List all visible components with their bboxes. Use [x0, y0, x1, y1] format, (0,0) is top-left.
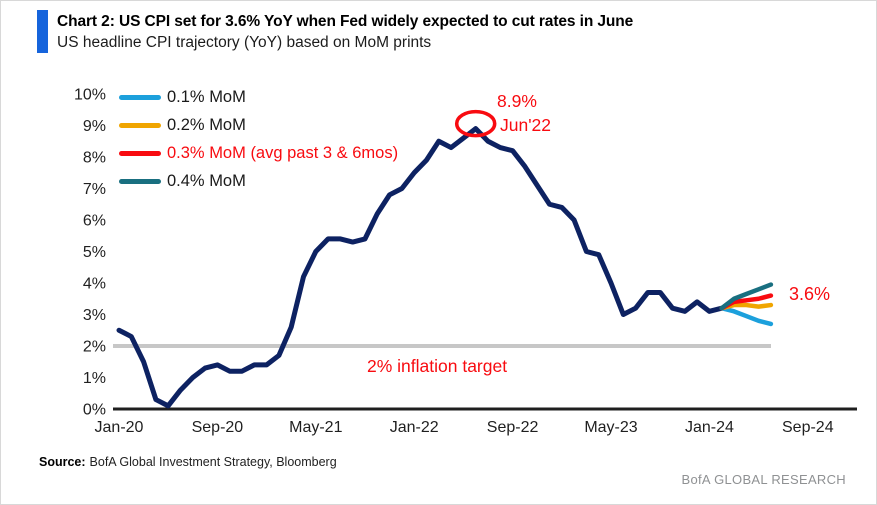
y-axis-label: 10%	[74, 87, 106, 104]
legend-item: 0.4% MoM	[119, 167, 398, 195]
legend-item: 0.2% MoM	[119, 111, 398, 139]
x-axis-label: Jan-20	[95, 419, 144, 436]
x-axis-label: Sep-24	[782, 419, 834, 436]
x-axis-label: May-21	[289, 419, 342, 436]
chart-title: Chart 2: US CPI set for 3.6% YoY when Fe…	[57, 13, 634, 30]
title-block: Chart 2: US CPI set for 3.6% YoY when Fe…	[57, 10, 633, 53]
legend-swatch	[119, 150, 161, 156]
legend-item: 0.1% MoM	[119, 83, 398, 111]
series-mom-0-1	[719, 305, 774, 327]
chart-header: Chart 2: US CPI set for 3.6% YoY when Fe…	[37, 10, 633, 53]
legend-label: 0.2% MoM	[167, 115, 246, 134]
source-label: Source:	[39, 455, 86, 469]
legend-label: 0.4% MoM	[167, 171, 246, 190]
peak-circle-annotation	[454, 109, 497, 138]
legend-swatch	[119, 94, 161, 100]
chart-subtitle: US headline CPI trajectory (YoY) based o…	[57, 34, 432, 51]
x-axis-label: Jan-22	[390, 419, 439, 436]
peak-value-annotation: 8.9%	[497, 91, 537, 111]
legend-label: 0.3% MoM (avg past 3 & 6mos)	[167, 143, 399, 162]
series-actual-cpi	[116, 126, 725, 409]
series-mom-0-4	[719, 282, 774, 311]
y-axis-label: 0%	[83, 402, 106, 419]
brand-label: BofA GLOBAL RESEARCH	[681, 472, 846, 487]
y-axis-label: 6%	[83, 213, 106, 230]
legend: 0.1% MoM 0.2% MoM 0.3% MoM (avg past 3 & 6…	[119, 83, 398, 195]
y-axis-label: 4%	[83, 276, 106, 293]
x-axis-label: Sep-22	[487, 419, 539, 436]
x-axis-label: Jan-24	[685, 419, 734, 436]
x-axis-label: Sep-20	[192, 419, 244, 436]
title-accent-bar	[37, 10, 48, 53]
legend-swatch	[119, 178, 161, 184]
y-axis-label: 7%	[83, 181, 106, 198]
legend-label: 0.1% MoM	[167, 87, 246, 106]
x-axis-label: May-23	[584, 419, 637, 436]
inflation-target-label: 2% inflation target	[367, 356, 508, 376]
source-line: Source: BofA Global Investment Strategy, …	[39, 455, 337, 469]
legend-swatch	[119, 122, 161, 128]
source-text: BofA Global Investment Strategy, Bloombe…	[89, 455, 337, 469]
y-axis-label: 1%	[83, 370, 106, 387]
peak-date-annotation: Jun'22	[500, 115, 552, 135]
forecast-end-value-annotation: 3.6%	[789, 284, 831, 304]
y-axis-label: 3%	[83, 307, 106, 324]
y-axis-label: 8%	[83, 150, 106, 167]
y-axis-label: 2%	[83, 339, 106, 356]
y-axis-label: 5%	[83, 244, 106, 261]
legend-item: 0.3% MoM (avg past 3 & 6mos)	[119, 139, 398, 167]
y-axis-label: 9%	[83, 118, 106, 135]
